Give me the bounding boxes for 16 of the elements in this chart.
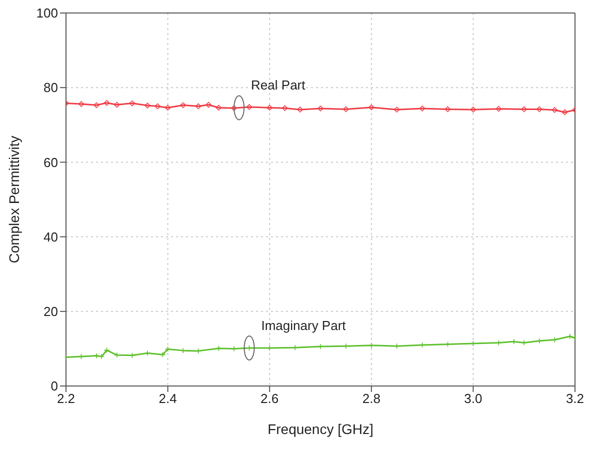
y-tick-label: 40 <box>44 229 58 244</box>
y-tick-label: 0 <box>50 378 58 394</box>
annotation: Real Part <box>251 78 306 93</box>
annotation: Imaginary Part <box>261 318 346 333</box>
x-tick-label: 3.2 <box>566 391 584 406</box>
x-tick-label: 2.2 <box>56 391 76 406</box>
y-tick-label: 20 <box>44 304 58 320</box>
x-tick-label: 2.4 <box>158 391 177 406</box>
x-axis-title: Frequency [GHz] <box>268 421 374 437</box>
x-tick-label: 2.8 <box>362 391 380 406</box>
x-tick-label: 3.0 <box>464 391 482 406</box>
y-tick-label: 80 <box>44 80 58 96</box>
y-axis-title: Complex Permittivity <box>6 136 22 264</box>
y-tick-label: 60 <box>44 154 58 170</box>
x-tick-label: 2.6 <box>260 391 279 406</box>
y-tick-label: 100 <box>36 6 58 21</box>
